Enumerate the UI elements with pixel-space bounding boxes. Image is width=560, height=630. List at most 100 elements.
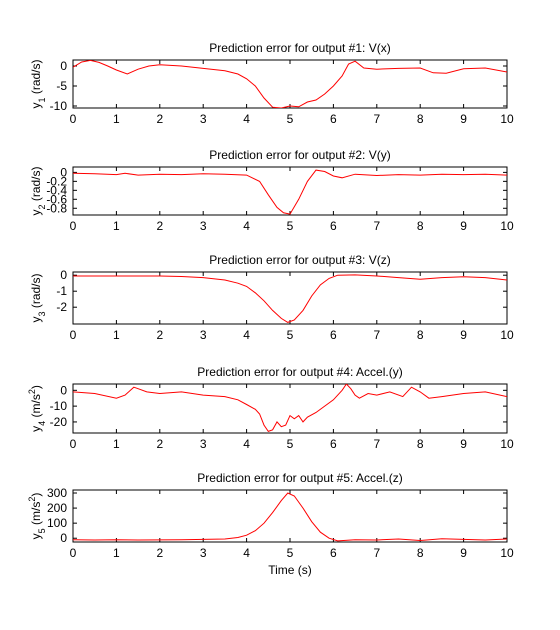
y-label-subscript: 4 xyxy=(37,421,47,426)
y-tick-label: -0.8 xyxy=(46,201,67,215)
y-label-unit: (rad/s) xyxy=(29,273,43,311)
y-label-subscript: 1 xyxy=(37,98,47,103)
x-tick-label: 4 xyxy=(243,328,250,342)
series-line xyxy=(73,60,507,108)
y-tick-label: -0.2 xyxy=(46,174,67,188)
y-label-unit: (m/s xyxy=(29,394,43,421)
y-label-subscript: 3 xyxy=(37,312,47,317)
y-label-superscript: 2 xyxy=(27,389,37,394)
x-tick-label: 2 xyxy=(156,112,163,126)
x-tick-label: 1 xyxy=(113,328,120,342)
x-tick-label: 4 xyxy=(243,219,250,233)
axes-box xyxy=(72,383,508,434)
x-tick-label: 2 xyxy=(156,546,163,560)
x-tick-label: 3 xyxy=(200,112,207,126)
y-tick-label: -5 xyxy=(56,79,67,93)
x-tick-label: 0 xyxy=(70,219,77,233)
y-axis-label: y3 (rad/s) xyxy=(29,273,47,322)
axes-box xyxy=(72,59,508,109)
x-tick-label: 9 xyxy=(460,437,467,451)
y-tick-label: -2 xyxy=(56,300,67,314)
subplot-title: Prediction error for output #5: Accel.(z… xyxy=(197,471,402,485)
x-tick-label: 2 xyxy=(156,219,163,233)
x-tick-label: 10 xyxy=(500,219,514,233)
x-tick-label: 10 xyxy=(500,112,514,126)
y-label-unit-tail: ) xyxy=(29,385,43,389)
x-tick-label: 1 xyxy=(113,219,120,233)
series-line xyxy=(73,274,507,323)
subplot-3: 0 1 2 3 4 5 6 7 8 9 10 -2 -1 0 Prediction error for ou… xyxy=(29,253,514,342)
x-tick-label: 8 xyxy=(417,437,424,451)
x-tick-label: 7 xyxy=(373,546,380,560)
x-tick-label: 8 xyxy=(417,546,424,560)
axes-box xyxy=(72,271,508,325)
y-label-unit: (m/s xyxy=(29,502,43,529)
x-tick-label: 3 xyxy=(200,328,207,342)
x-tick-label: 8 xyxy=(417,219,424,233)
y-tick-label: 100 xyxy=(47,516,67,530)
x-tick-label: 6 xyxy=(330,437,337,451)
x-tick-label: 4 xyxy=(243,437,250,451)
y-label-symbol: y xyxy=(29,210,43,216)
x-tick-label: 8 xyxy=(417,328,424,342)
y-tick-label: -1 xyxy=(56,284,67,298)
y-label-subscript: 2 xyxy=(37,205,47,210)
x-axis-label: Time (s) xyxy=(268,563,312,577)
y-axis-label: y2 (rad/s) xyxy=(29,166,47,215)
x-tick-label: 9 xyxy=(460,328,467,342)
x-tick-label: 4 xyxy=(243,546,250,560)
y-label-unit: (rad/s) xyxy=(29,59,43,97)
x-tick-label: 10 xyxy=(500,546,514,560)
series-line xyxy=(73,169,507,215)
x-tick-label: 3 xyxy=(200,219,207,233)
x-tick-label: 3 xyxy=(200,437,207,451)
y-axis-label: y5 (m/s2) xyxy=(27,493,47,540)
y-tick-label: -10 xyxy=(50,399,68,413)
x-tick-label: 1 xyxy=(113,546,120,560)
x-tick-label: 0 xyxy=(70,112,77,126)
y-tick-label: 0 xyxy=(60,59,67,73)
y-label-symbol: y xyxy=(29,103,43,109)
y-tick-label: 0 xyxy=(60,268,67,282)
y-tick-label: -0.6 xyxy=(46,192,67,206)
x-tick-label: 0 xyxy=(70,328,77,342)
y-tick-label: -0.4 xyxy=(46,183,67,197)
y-label-symbol: y xyxy=(29,533,43,539)
x-tick-label: 6 xyxy=(330,112,337,126)
y-tick-label: 300 xyxy=(47,486,67,500)
x-tick-label: 6 xyxy=(330,546,337,560)
y-label-symbol: y xyxy=(29,426,43,432)
y-tick-label: 0 xyxy=(60,165,67,179)
y-tick-label: 0 xyxy=(60,383,67,397)
x-tick-label: 9 xyxy=(460,219,467,233)
x-tick-label: 10 xyxy=(500,437,514,451)
x-tick-label: 0 xyxy=(70,546,77,560)
y-label-subscript: 5 xyxy=(37,528,47,533)
x-tick-label: 1 xyxy=(113,112,120,126)
y-axis-label: y4 (m/s2) xyxy=(27,385,47,432)
series-line xyxy=(73,492,507,542)
subplot-title: Prediction error for output #1: V(x) xyxy=(209,41,390,55)
x-tick-label: 1 xyxy=(113,437,120,451)
y-axis-label: y1 (rad/s) xyxy=(29,59,47,108)
y-tick-label: -20 xyxy=(50,415,68,429)
y-tick-label: -10 xyxy=(50,99,68,113)
subplot-1: 0 1 2 3 4 5 6 7 8 9 10 -10 -5 0 Prediction error for o… xyxy=(29,41,514,126)
subplot-2: 0 1 2 3 4 5 6 7 8 9 10-0.8-0.6-0.4-0.20Prediction … xyxy=(29,148,514,233)
subplot-title: Prediction error for output #3: V(z) xyxy=(209,253,390,267)
x-tick-label: 2 xyxy=(156,328,163,342)
x-tick-label: 7 xyxy=(373,112,380,126)
x-tick-label: 5 xyxy=(287,437,294,451)
y-label-unit-tail: ) xyxy=(29,493,43,497)
x-tick-label: 7 xyxy=(373,437,380,451)
axes-box xyxy=(72,489,508,543)
x-tick-label: 8 xyxy=(417,112,424,126)
x-tick-label: 10 xyxy=(500,328,514,342)
y-label-symbol: y xyxy=(29,317,43,323)
subplot-4: 0 1 2 3 4 5 6 7 8 9 10 -20 -10 0 Prediction error for … xyxy=(27,365,514,451)
x-tick-label: 5 xyxy=(287,112,294,126)
x-tick-label: 4 xyxy=(243,112,250,126)
x-tick-label: 6 xyxy=(330,328,337,342)
